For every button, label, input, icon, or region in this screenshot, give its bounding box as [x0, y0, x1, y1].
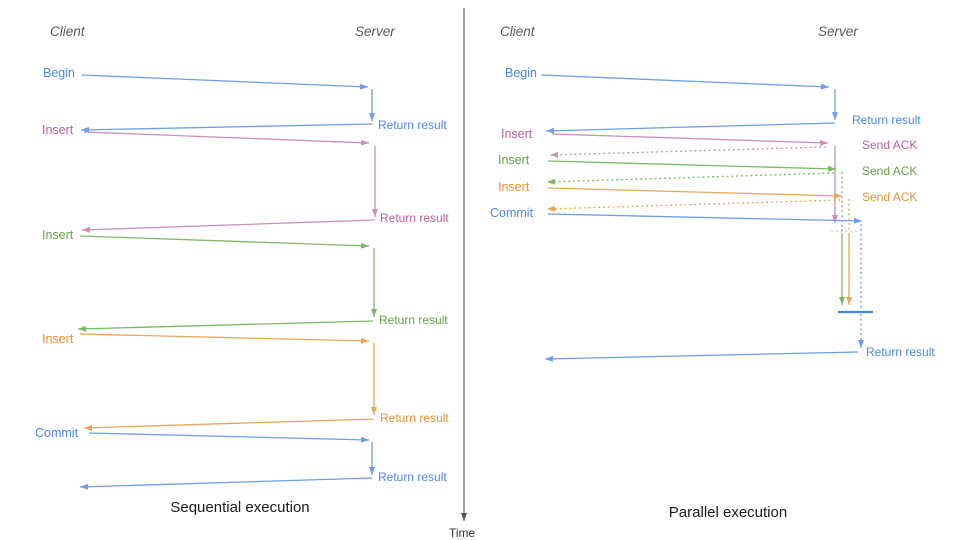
parallel-caption: Parallel execution: [669, 504, 787, 521]
left-insert3-return-label: Return result: [380, 411, 449, 425]
left-insert3-return-arrow: [83, 418, 375, 431]
right-insert2-ack-label: Send ACK: [862, 164, 917, 178]
left-insert1-request-arrow: [83, 131, 370, 146]
left-begin-return-arrow: [80, 123, 373, 133]
left-client-header: Client: [50, 24, 86, 39]
right-insert1-request-arrow: [551, 133, 829, 146]
left-insert2-return-label: Return result: [379, 313, 448, 327]
right-insert2-ack-arrow: [546, 172, 835, 185]
right-op-insert3-label: Insert: [498, 180, 530, 194]
left-insert1-return-label: Return result: [380, 211, 449, 225]
left-insert2-request-arrow: [79, 235, 370, 249]
left-begin-request-arrow: [81, 74, 369, 90]
left-commit-request-arrow: [88, 432, 370, 443]
right-server-header: Server: [818, 24, 858, 39]
left-op-insert2-label: Insert: [42, 228, 74, 242]
right-commit-return-arrow: [544, 351, 859, 362]
time-axis-label: Time: [449, 526, 476, 540]
right-begin-return-label: Return result: [852, 113, 921, 127]
left-insert1-return-arrow: [81, 219, 376, 233]
right-begin-return-arrow: [545, 122, 836, 134]
right-insert1-ack-arrow: [549, 146, 827, 158]
right-insert2-request-arrow: [547, 160, 837, 172]
sequential-diagram: Client Server Begin Return result Insert…: [35, 24, 449, 516]
left-commit-return-label: Return result: [378, 470, 447, 484]
left-op-begin-label: Begin: [43, 66, 75, 80]
right-begin-request-arrow: [540, 74, 830, 90]
right-client-header: Client: [500, 24, 536, 39]
right-op-begin-label: Begin: [505, 66, 537, 80]
right-insert1-ack-label: Send ACK: [862, 138, 917, 152]
left-begin-return-label: Return result: [378, 118, 447, 132]
right-op-commit-label: Commit: [490, 206, 534, 220]
left-insert3-request-arrow: [79, 333, 370, 344]
sequential-caption: Sequential execution: [170, 499, 309, 516]
right-op-insert1-label: Insert: [501, 127, 533, 141]
left-op-insert1-label: Insert: [42, 123, 74, 137]
right-insert3-ack-label: Send ACK: [862, 190, 917, 204]
left-server-header: Server: [355, 24, 395, 39]
right-insert3-request-arrow: [547, 187, 843, 199]
left-commit-return-arrow: [79, 477, 373, 490]
right-insert3-ack-arrow: [546, 199, 841, 212]
right-commit-return-label: Return result: [866, 345, 935, 359]
right-commit-request-arrow: [547, 213, 863, 224]
left-insert2-return-arrow: [77, 320, 374, 332]
time-axis: Time: [449, 8, 476, 540]
left-op-commit-label: Commit: [35, 426, 79, 440]
right-op-insert2-label: Insert: [498, 153, 530, 167]
parallel-diagram: Client Server Begin Return result Insert…: [490, 24, 935, 521]
left-op-insert3-label: Insert: [42, 332, 74, 346]
